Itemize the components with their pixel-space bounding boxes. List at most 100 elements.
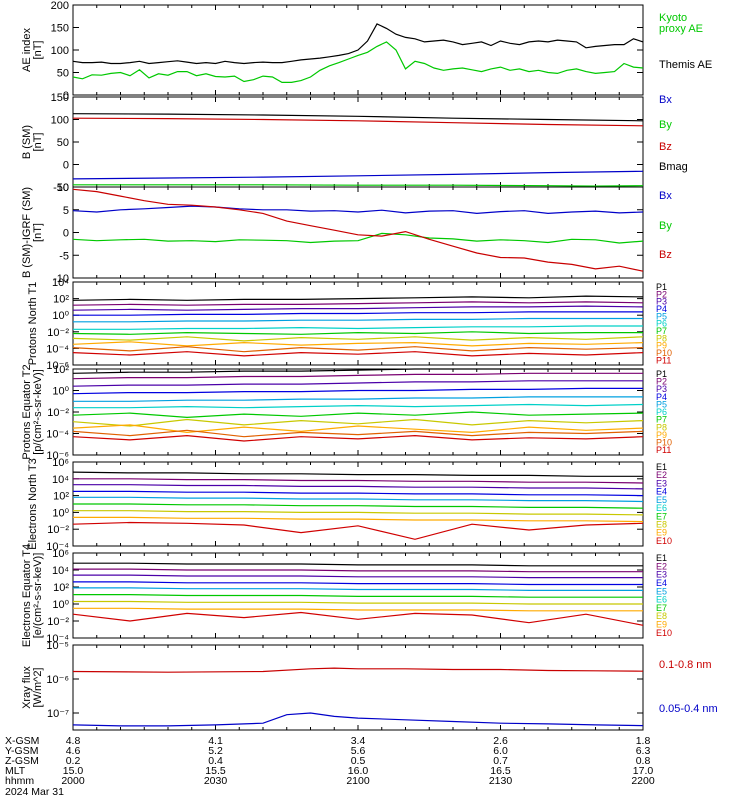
y-tick-label: 50 [57, 68, 69, 80]
legend-entry: P1 [656, 369, 667, 379]
x-row-value: 0.7 [493, 755, 508, 767]
y-tick-label: 200 [51, 0, 69, 12]
series-line-ee-e7 [73, 600, 643, 605]
legend-entry: Themis AE [659, 59, 712, 71]
x-row-value: 2130 [489, 775, 513, 787]
legend-entry: P6 [656, 407, 667, 417]
y-tick-label: 10 [57, 182, 69, 194]
legend-entry: Kyoto [659, 12, 687, 24]
y-axis-label: [e/(cm²-s-sr-keV)] [32, 553, 44, 639]
x-row-value: 0.8 [636, 755, 651, 767]
x-row-value: 0.4 [208, 755, 223, 767]
series-line-en-e9 [72, 521, 644, 540]
y-tick-label: 100 [51, 45, 69, 57]
x-row-label: Z-GSM [5, 755, 39, 767]
y-tick-label: 100 [51, 115, 69, 127]
legend-entry: P4 [656, 304, 667, 314]
y-tick-label: 0 [63, 228, 69, 240]
y-axis-label: AE index [21, 27, 33, 72]
legend-entry: P3 [656, 384, 667, 394]
panel-frame-pn [72, 281, 644, 366]
series-line-pe-p3 [72, 380, 643, 387]
series-line-en-e7 [73, 510, 644, 516]
series-line-xray-0-1-0-8-nm [72, 667, 644, 673]
y-tick-label: 10⁰ [52, 386, 69, 398]
legend-entry: E9 [656, 620, 667, 630]
series-line-ae-themis-ae [72, 23, 644, 65]
y-tick-label: 150 [51, 23, 69, 35]
legend-entry: E3 [656, 478, 667, 488]
y-tick-label: 10⁻⁶ [46, 674, 69, 686]
legend-entry: P7 [656, 326, 667, 336]
y-tick-label: 10⁴ [52, 474, 69, 486]
legend-entry: Bz [659, 141, 672, 153]
x-row-value: 3.4 [351, 735, 366, 747]
y-tick-label: 10⁻⁴ [46, 633, 69, 645]
y-tick-label: 10⁻² [47, 407, 69, 419]
panel-frame-pe [72, 368, 644, 456]
y-axis-label: [W/m^2] [32, 668, 44, 708]
x-row-value: 0.5 [351, 755, 366, 767]
y-tick-label: -10 [53, 273, 69, 285]
x-row-value: 16.5 [490, 765, 511, 777]
x-row-value: 2200 [631, 775, 655, 787]
y-tick-label: 10⁻⁴ [46, 429, 69, 441]
y-tick-label: 10⁻⁶ [46, 360, 69, 372]
x-row-value: 17.0 [633, 765, 654, 777]
series-line-en-e8 [73, 516, 644, 523]
series-line-pe-p2 [72, 372, 643, 380]
y-tick-label: 10⁶ [52, 457, 69, 469]
series-line-pe-p8 [72, 418, 644, 427]
x-row-value: 5.2 [208, 745, 223, 757]
series-line-pn-p5 [73, 317, 643, 323]
series-line-b-bz [72, 117, 644, 127]
series-line-en-e3 [73, 484, 644, 490]
legend-entry: P5 [656, 311, 667, 321]
legend-entry: E7 [656, 511, 667, 521]
legend-entry: P10 [656, 348, 672, 358]
series-line-ee-e5 [73, 587, 643, 592]
legend-entry: E4 [656, 487, 667, 497]
x-row-value: 6.3 [636, 745, 651, 757]
series-line-pe-p10 [72, 429, 644, 438]
series-line-pn-p10 [72, 346, 644, 353]
legend-entry: P9 [656, 341, 667, 351]
y-tick-label: 10⁻² [47, 524, 69, 536]
y-tick-label: 10² [53, 294, 69, 306]
legend-entry: E10 [656, 628, 672, 638]
series-line-ee-e2 [73, 568, 643, 573]
legend-entry: E7 [656, 603, 667, 613]
y-axis-label: B (SM) [21, 125, 33, 159]
legend-entry: 0.05-0.4 nm [659, 703, 718, 715]
y-axis-label: [p/(cm²-s-sr-keV)] [32, 369, 44, 455]
x-row-value: 1.8 [636, 735, 651, 747]
y-tick-label: 10² [53, 582, 69, 594]
series-line-pn-p8 [72, 336, 644, 342]
legend-entry: E9 [656, 528, 667, 538]
x-row-value: 5.6 [351, 745, 366, 757]
series-line-pe-p4 [72, 387, 643, 395]
date-label: 2024 Mar 31 [5, 786, 64, 798]
series-line-ee-e6 [73, 593, 643, 598]
y-tick-label: 50 [57, 137, 69, 149]
legend-entry: E8 [656, 611, 667, 621]
legend-entry: By [659, 119, 672, 131]
series-line-dbf-bz [72, 188, 644, 272]
legend-entry: E2 [656, 470, 667, 480]
y-tick-label: 10⁰ [52, 507, 69, 519]
x-row-value: 4.1 [208, 735, 223, 747]
series-line-ae-kyoto-proxy-ae [72, 41, 644, 84]
legend-entry: P7 [656, 415, 667, 425]
y-axis-label: Xray flux [21, 666, 33, 709]
series-line-ee-e8 [73, 607, 643, 612]
legend-entry: Bx [659, 190, 672, 202]
legend-entry: E1 [656, 462, 667, 472]
y-axis-label: [nT] [32, 41, 44, 60]
y-tick-label: 10⁻² [47, 616, 69, 628]
series-line-en-e2 [73, 478, 644, 484]
legend-entry: P4 [656, 392, 667, 402]
legend-entry: E2 [656, 561, 667, 571]
y-tick-label: 10⁻⁵ [46, 640, 69, 652]
x-row-label: hhmm [5, 775, 34, 787]
x-row-value: 6.0 [493, 745, 508, 757]
